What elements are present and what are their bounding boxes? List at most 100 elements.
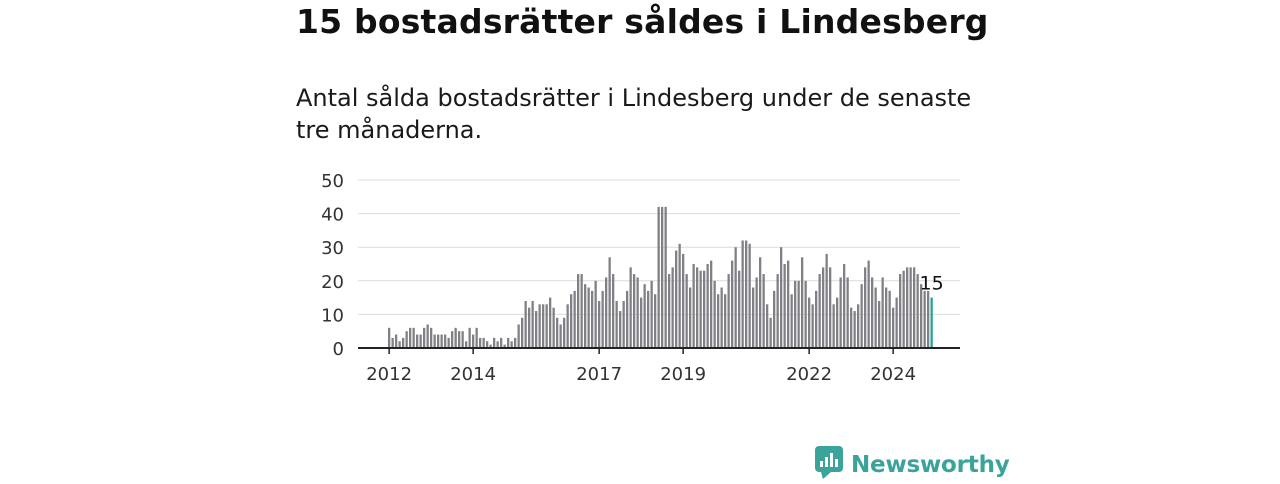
bar — [713, 280, 716, 348]
bar — [811, 304, 814, 348]
bar — [647, 290, 650, 348]
bar — [738, 270, 741, 348]
bar — [839, 277, 842, 348]
y-tick-label: 30 — [321, 238, 344, 259]
bar — [724, 294, 727, 348]
bar — [605, 277, 608, 348]
x-tick-label: 2019 — [660, 364, 706, 385]
bar — [622, 300, 625, 348]
bar — [580, 274, 583, 348]
bar — [517, 324, 520, 348]
bar — [762, 274, 765, 348]
x-tick-label: 2022 — [786, 364, 832, 385]
bar — [871, 277, 874, 348]
bar — [643, 284, 646, 348]
bar — [388, 327, 391, 348]
bar — [430, 327, 433, 348]
bar — [412, 327, 415, 348]
bar — [755, 277, 758, 348]
bar — [398, 341, 401, 348]
bar — [563, 317, 566, 348]
bar — [549, 297, 552, 348]
y-tick-label: 10 — [321, 305, 344, 326]
bar — [703, 270, 706, 348]
bar — [612, 274, 615, 348]
y-axis-ticks: 0 10 20 30 40 50 — [321, 171, 344, 360]
bar — [437, 334, 440, 348]
bar — [584, 284, 587, 348]
bar — [482, 337, 485, 348]
bar — [626, 290, 629, 348]
y-tick-label: 20 — [321, 272, 344, 293]
bar — [426, 324, 429, 348]
bar — [794, 280, 797, 348]
bar — [860, 284, 863, 348]
bar — [780, 247, 783, 348]
bar — [514, 337, 517, 348]
bar — [748, 243, 751, 348]
bar — [419, 334, 422, 348]
bar — [486, 341, 489, 348]
bar — [909, 267, 912, 348]
bar — [559, 324, 562, 348]
bar — [409, 327, 412, 348]
bar — [892, 307, 895, 348]
bar — [850, 307, 853, 348]
bar — [640, 297, 643, 348]
bar — [454, 327, 457, 348]
bar — [664, 206, 667, 348]
bar — [629, 267, 632, 348]
bar — [587, 287, 590, 348]
bar — [783, 264, 786, 348]
bar — [913, 267, 916, 348]
bar — [885, 287, 888, 348]
bar-latest — [930, 297, 933, 348]
bar — [734, 247, 737, 348]
last-value-label: 15 — [920, 273, 944, 295]
bar — [657, 206, 660, 348]
bar — [615, 300, 618, 348]
bar — [510, 341, 513, 348]
bar — [696, 267, 699, 348]
bar — [923, 290, 926, 348]
bar — [825, 253, 828, 348]
bar — [458, 331, 461, 348]
bar — [773, 290, 776, 348]
bar — [479, 337, 482, 348]
bar — [818, 274, 821, 348]
bar — [822, 267, 825, 348]
bar — [444, 334, 447, 348]
bar — [416, 334, 419, 348]
bar — [566, 304, 569, 348]
bar — [500, 337, 503, 348]
bar — [391, 337, 394, 348]
x-tick-label: 2017 — [576, 364, 622, 385]
bar — [745, 240, 748, 348]
bar — [720, 287, 723, 348]
chart-title: 15 bostadsrätter såldes i Lindesberg — [296, 2, 989, 41]
bar — [769, 317, 772, 348]
x-tick-label: 2014 — [450, 364, 496, 385]
bar — [594, 280, 597, 348]
bar — [451, 331, 454, 348]
bar — [472, 334, 475, 348]
bar — [461, 331, 464, 348]
bar — [577, 274, 580, 348]
bar — [405, 331, 408, 348]
bar — [475, 327, 478, 348]
bar — [787, 260, 790, 348]
bar — [678, 243, 681, 348]
bar — [920, 284, 923, 348]
newsworthy-logo-icon — [815, 446, 843, 484]
bar — [608, 257, 611, 348]
bar — [633, 274, 636, 348]
bar — [573, 290, 576, 348]
bar — [598, 300, 601, 348]
bar — [857, 304, 860, 348]
brand-logo[interactable]: Newsworthy — [815, 446, 1010, 484]
bar — [832, 304, 835, 348]
bar — [468, 327, 471, 348]
bar — [741, 240, 744, 348]
bar — [619, 311, 622, 348]
bar — [899, 274, 902, 348]
